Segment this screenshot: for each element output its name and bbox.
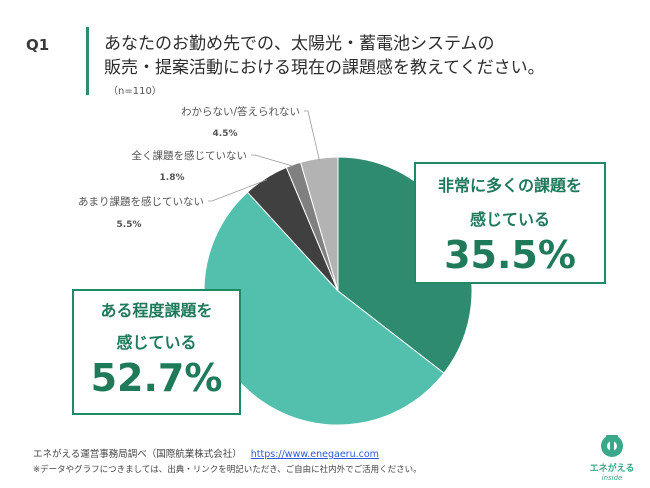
slice-percent: 4.5% [213, 129, 238, 139]
title-line-1: あなたのお勤め先での、太陽光・蓄電池システムの [104, 34, 495, 54]
title-line-2: 販売・提案活動における現在の課題感を教えてください。 [104, 58, 545, 78]
leader-line [208, 179, 268, 202]
brand-logo: エネがえる inside [584, 430, 640, 482]
page-title: あなたのお勤め先での、太陽光・蓄電池システムの 販売・提案活動における現在の課題… [104, 32, 545, 80]
callout-label: 感じている [469, 210, 550, 229]
logo-name: エネがえる [589, 464, 635, 474]
callout-label: 感じている [116, 333, 197, 352]
logo-mark-icon [601, 435, 623, 457]
source-link[interactable]: https://www.enegaeru.com [250, 449, 379, 460]
logo-sub: inside [601, 474, 623, 482]
question-number: Q1 [26, 36, 50, 54]
slice-label: あまり課題を感じていない [78, 195, 204, 208]
title-divider [86, 27, 89, 95]
sample-size: （n=110） [108, 86, 162, 97]
callout-label: 非常に多くの課題を [437, 176, 582, 195]
source-text: エネがえる運営事務局調べ（国際航業株式会社） [33, 449, 242, 460]
pie-slice-2 [203, 191, 445, 426]
callout-some-issues: ある程度課題を 感じている 52.7% [72, 289, 241, 415]
usage-note: ※データやグラフにつきましては、出典・リンクを明記いただき、ご自由に社内外でご活… [33, 465, 422, 475]
callout-percent: 52.7% [90, 356, 223, 400]
source-line: エネがえる運営事務局調べ（国際航業株式会社） https://www.enega… [33, 446, 379, 460]
slice-percent: 5.5% [117, 220, 142, 230]
slice-label: わからない/答えられない [181, 105, 300, 118]
callout-percent: 35.5% [444, 233, 576, 277]
leader-line [304, 110, 320, 161]
leader-line [251, 154, 295, 167]
callout-label: ある程度課題を [100, 301, 213, 320]
slice-label: 全く課題を感じていない [132, 149, 248, 162]
slice-percent: 1.8% [160, 173, 185, 183]
callout-very-many-issues: 非常に多くの課題を 感じている 35.5% [414, 162, 606, 284]
